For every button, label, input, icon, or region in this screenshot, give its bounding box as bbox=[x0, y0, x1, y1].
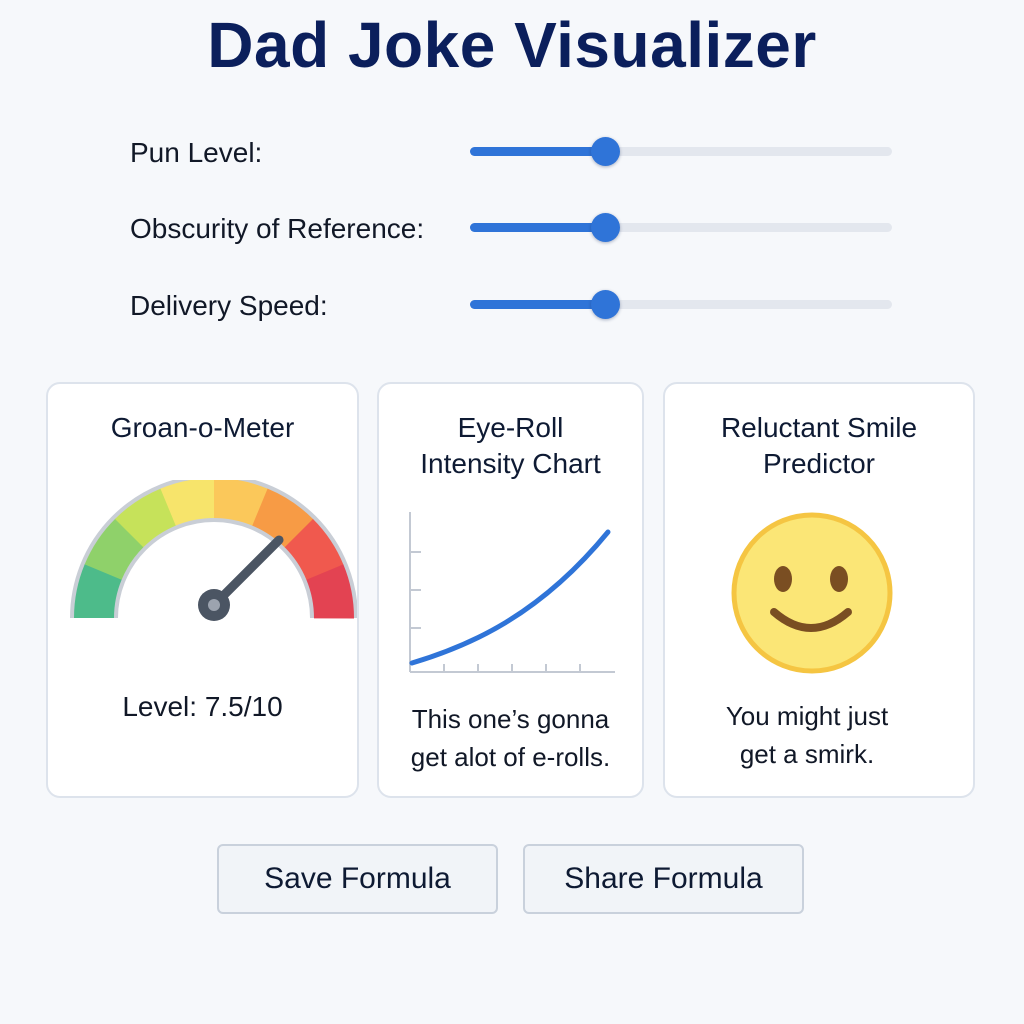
delivery-speed-slider-fill bbox=[470, 300, 606, 309]
slider-row-obscurity: Obscurity of Reference: bbox=[130, 207, 900, 247]
slider-row-delivery-speed: Delivery Speed: bbox=[130, 284, 900, 324]
smile-predictor-title-line2: Predictor bbox=[762, 448, 876, 479]
eye-roll-card: Eye-Roll Intensity Chart This one’s gonn… bbox=[377, 382, 644, 798]
smile-predictor-card: Reluctant Smile Predictor You might just… bbox=[663, 382, 975, 798]
pun-level-slider[interactable] bbox=[470, 137, 892, 166]
smiley-face bbox=[731, 512, 893, 674]
eye-roll-chart bbox=[409, 512, 615, 673]
obscurity-label: Obscurity of Reference: bbox=[130, 213, 425, 244]
delivery-speed-slider-thumb[interactable] bbox=[591, 290, 621, 319]
gauge-segment bbox=[160, 480, 216, 526]
eye-roll-caption: This one’s gonna get alot of e-rolls. bbox=[379, 700, 642, 776]
gauge-segment bbox=[306, 564, 354, 620]
obscurity-slider-fill bbox=[470, 223, 606, 232]
page-title: Dad Joke Visualizer bbox=[207, 9, 817, 81]
eye-roll-title-line1: Eye-Roll bbox=[457, 412, 564, 443]
gauge-segment bbox=[84, 518, 145, 581]
gauge-segment bbox=[251, 488, 314, 549]
smile-caption-line2: get a smirk. bbox=[739, 739, 875, 769]
slider-row-pun-level: Pun Level: bbox=[130, 131, 900, 171]
smiley-left-eye bbox=[774, 566, 792, 592]
gauge-segment bbox=[284, 519, 344, 581]
gauge-segments bbox=[74, 480, 354, 620]
share-formula-button[interactable]: Share Formula bbox=[523, 844, 804, 914]
gauge-segment bbox=[74, 563, 122, 619]
obscurity-slider[interactable] bbox=[470, 213, 892, 242]
save-formula-button[interactable]: Save Formula bbox=[217, 844, 498, 914]
smile-caption-line1: You might just bbox=[725, 701, 889, 731]
eye-roll-title: Eye-Roll Intensity Chart bbox=[379, 410, 642, 482]
smiley-right-eye bbox=[830, 566, 848, 592]
gauge-segment bbox=[115, 488, 177, 548]
eye-roll-curve bbox=[409, 529, 611, 666]
pun-level-slider-thumb[interactable] bbox=[591, 137, 621, 166]
smiley-face-icon bbox=[731, 512, 893, 674]
gauge-segment bbox=[213, 480, 269, 526]
groan-o-meter-card: Groan-o-Meter Level: 7.5/10 bbox=[46, 382, 359, 798]
gauge-hub-center bbox=[208, 599, 220, 611]
eye-roll-caption-line1: This one’s gonna bbox=[411, 704, 610, 734]
obscurity-slider-thumb[interactable] bbox=[591, 213, 621, 242]
smiley-mouth bbox=[770, 608, 852, 632]
groan-level-text: Level: 7.5/10 bbox=[122, 691, 283, 722]
smile-predictor-title: Reluctant Smile Predictor bbox=[665, 410, 973, 482]
pun-level-label: Pun Level: bbox=[130, 137, 263, 168]
delivery-speed-slider[interactable] bbox=[470, 290, 892, 319]
groan-o-meter-title: Groan-o-Meter bbox=[110, 412, 295, 443]
eye-roll-caption-line2: get alot of e-rolls. bbox=[410, 742, 611, 772]
delivery-speed-label: Delivery Speed: bbox=[130, 290, 328, 321]
groan-gauge bbox=[70, 480, 357, 621]
smile-caption: You might just get a smirk. bbox=[653, 697, 961, 773]
eye-roll-title-line2: Intensity Chart bbox=[420, 448, 601, 479]
smile-predictor-title-line1: Reluctant Smile bbox=[720, 412, 918, 443]
pun-level-slider-fill bbox=[470, 147, 606, 156]
